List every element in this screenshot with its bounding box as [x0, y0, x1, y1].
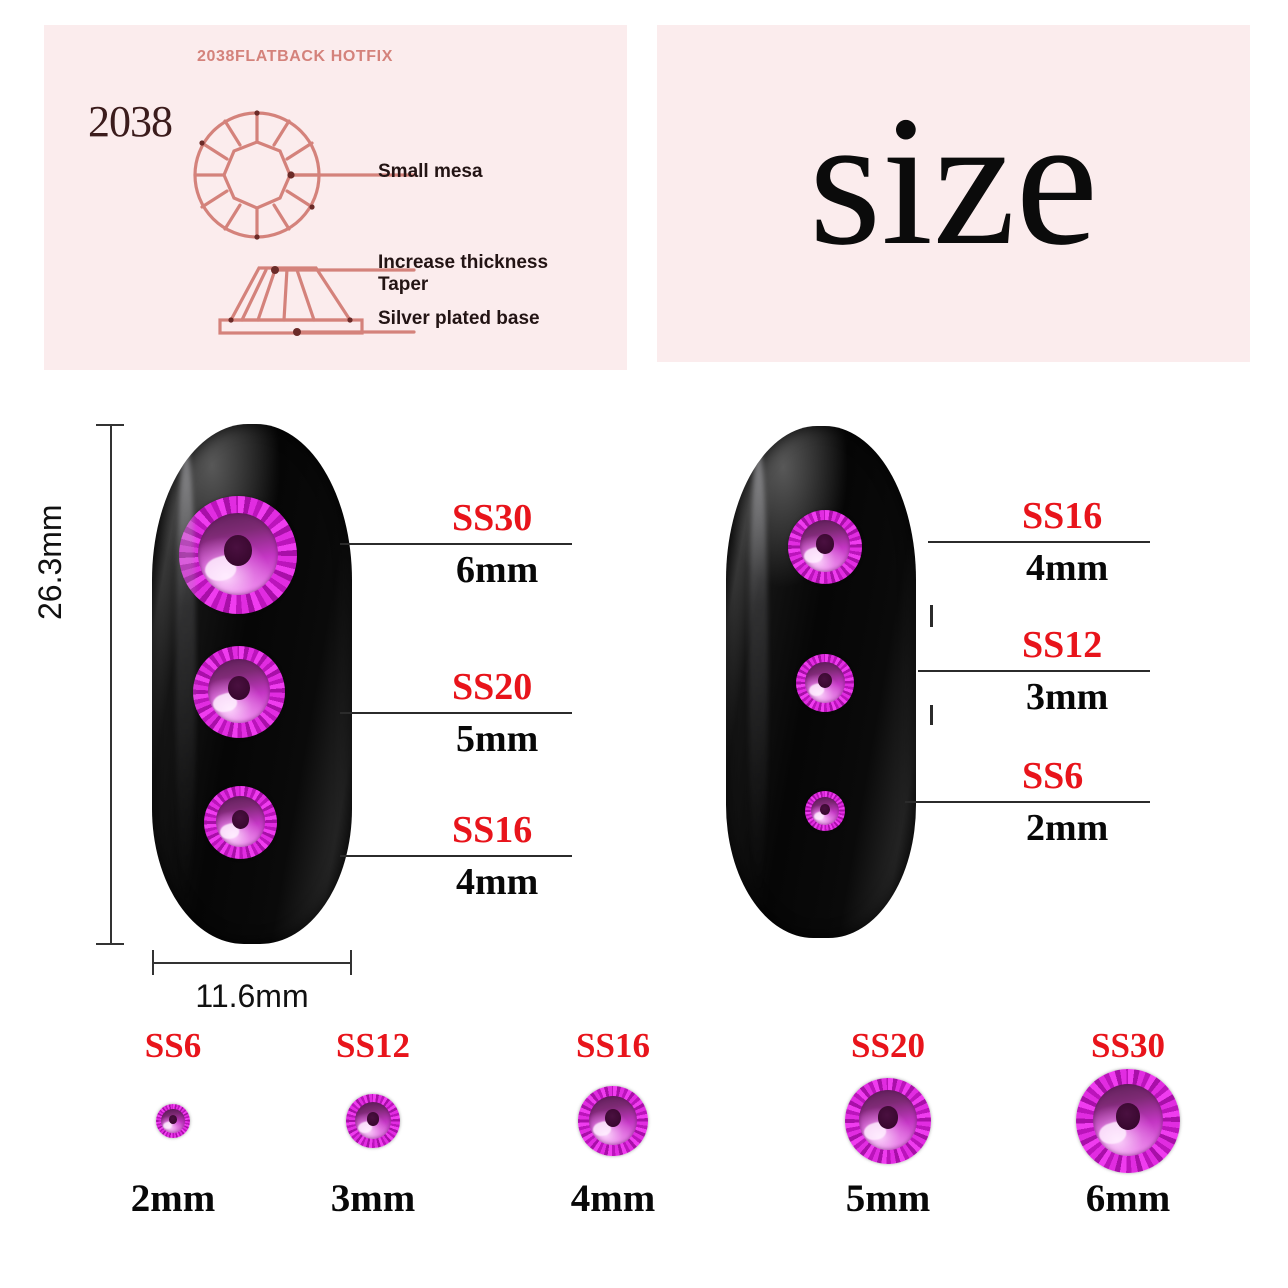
leader-line-ss20 — [340, 712, 572, 714]
size-chart-ss-label: SS12 — [336, 1026, 410, 1065]
size-chart-gem-wrap — [288, 1066, 458, 1176]
size-chart-ss-label: SS16 — [576, 1026, 650, 1065]
callout-label-increase-thickness: Increase thickness — [378, 252, 549, 273]
size-chart-ss-label: SS30 — [1091, 1026, 1165, 1065]
height-dimension-cap-top — [96, 424, 124, 426]
rhinestone-ss30 — [179, 496, 297, 614]
leader-line-ss6-right — [905, 801, 1150, 803]
rhinestone-chart-ss20 — [845, 1078, 931, 1164]
width-dimension-label: 11.6mm — [195, 978, 309, 1014]
product-diagram-panel — [44, 25, 627, 370]
size-chart-mm-label: 5mm — [845, 1177, 931, 1220]
callout-label-small-mesa: Small mesa — [378, 161, 483, 182]
model-number: 2038 — [88, 97, 173, 146]
rhinestone-ss16-right — [788, 510, 862, 584]
stone-label-ss12-right: SS12 — [1022, 624, 1103, 666]
width-dimension-line — [152, 962, 352, 964]
size-chart-gem-wrap — [528, 1066, 698, 1176]
size-heading-text: size — [808, 77, 1099, 284]
callout-label-silver-plated-base: Silver plated base — [378, 308, 540, 329]
size-chart-mm-label: 6mm — [1085, 1177, 1171, 1220]
leader-line-ss30 — [340, 543, 572, 545]
size-chart-mm-label: 3mm — [330, 1177, 416, 1220]
rhinestone-chart-ss16 — [578, 1086, 648, 1156]
stone-label-ss6-right: SS6 — [1022, 755, 1084, 797]
leader-tick-lower — [930, 705, 933, 725]
size-chart-item-ss6: SS6 2mm — [88, 1026, 258, 1221]
stone-size-ss16: 4mm — [456, 861, 539, 903]
rhinestone-ss6-right — [805, 791, 845, 831]
size-chart-item-ss30: SS30 6mm — [1043, 1026, 1213, 1221]
rhinestone-chart-ss30 — [1076, 1069, 1180, 1173]
height-dimension-label: 26.3mm — [32, 504, 68, 620]
size-chart-ss-label: SS6 — [144, 1026, 202, 1065]
width-dimension-cap-left — [152, 950, 154, 975]
leader-line-ss12-right — [918, 670, 1150, 672]
stone-label-ss16: SS16 — [452, 809, 533, 851]
stone-label-ss20: SS20 — [452, 666, 533, 708]
size-chart-gem-wrap — [88, 1066, 258, 1176]
stone-size-ss6-right: 2mm — [1026, 807, 1109, 849]
leader-line-ss16-right — [928, 541, 1150, 543]
height-dimension-cap-bottom — [96, 943, 124, 945]
size-chart-mm-label: 4mm — [570, 1177, 656, 1220]
nail-swatch-right — [726, 426, 916, 938]
size-chart-gem-wrap — [1043, 1066, 1213, 1176]
height-dimension-line — [110, 424, 112, 944]
stone-size-ss16-right: 4mm — [1026, 547, 1109, 589]
leader-line-ss16 — [340, 855, 572, 857]
size-chart-item-ss12: SS12 3mm — [288, 1026, 458, 1221]
panel-title: 2038FLATBACK HOTFIX — [196, 48, 393, 65]
size-chart-item-ss16: SS16 4mm — [528, 1026, 698, 1221]
stone-size-ss12-right: 3mm — [1026, 676, 1109, 718]
stone-label-ss30: SS30 — [452, 497, 533, 539]
rhinestone-chart-ss6 — [156, 1104, 190, 1138]
size-chart-mm-label: 2mm — [130, 1177, 216, 1220]
stone-size-ss20: 5mm — [456, 718, 539, 760]
size-chart-item-ss20: SS20 5mm — [803, 1026, 973, 1221]
nail-swatch-left — [152, 424, 352, 944]
stone-label-ss16-right: SS16 — [1022, 495, 1103, 537]
rhinestone-chart-ss12 — [346, 1094, 400, 1148]
rhinestone-ss16 — [204, 786, 277, 859]
flatback-structure-diagram — [193, 110, 416, 336]
rhinestone-ss20 — [193, 646, 285, 738]
stone-size-ss30: 6mm — [456, 549, 539, 591]
rhinestone-ss12-right — [796, 654, 854, 712]
width-dimension-cap-right — [350, 950, 352, 975]
size-heading-panel — [657, 25, 1250, 362]
size-chart-ss-label: SS20 — [851, 1026, 925, 1065]
callout-label-taper: Taper — [378, 274, 429, 295]
size-chart-gem-wrap — [803, 1066, 973, 1176]
leader-tick-upper — [930, 605, 933, 627]
